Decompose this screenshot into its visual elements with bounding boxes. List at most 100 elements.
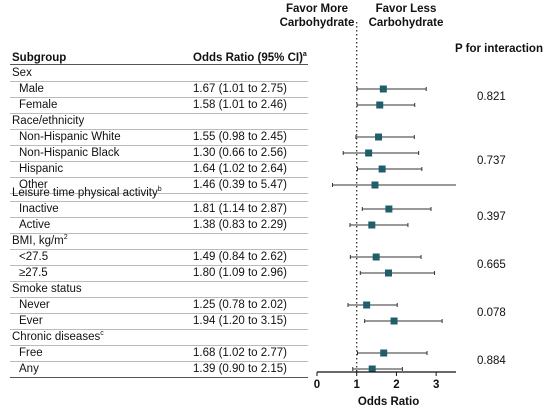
point-marker xyxy=(380,349,388,357)
group-label-text: Leisure time physical activity xyxy=(12,187,158,199)
group-label: BMI, kg/m2 xyxy=(12,234,68,248)
subgroup-row-label: Free xyxy=(19,347,43,359)
point-marker xyxy=(368,221,376,229)
subgroup-row-label: Inactive xyxy=(19,203,59,215)
point-marker xyxy=(363,301,371,309)
x-tick-label: 0 xyxy=(314,379,320,391)
favor-less-line1: Favor Less xyxy=(375,3,437,15)
point-marker xyxy=(384,269,392,277)
odds-ratio-value: 1.49 (0.84 to 2.62) xyxy=(193,251,287,263)
subgroup-row-label: <27.5 xyxy=(19,251,49,263)
subgroup-row-label: Hispanic xyxy=(19,163,64,175)
row-divider xyxy=(10,145,308,146)
p-interaction-value: 0.884 xyxy=(477,355,506,367)
row-divider xyxy=(10,297,308,298)
group-label-text: Chronic diseases xyxy=(12,331,101,343)
x-tick-label: 2 xyxy=(393,379,399,391)
group-divider xyxy=(10,113,308,114)
subgroup-row-label: Never xyxy=(19,299,50,311)
odds-ratio-value: 1.81 (1.14 to 2.87) xyxy=(193,203,287,215)
subgroup-row-label: Any xyxy=(19,363,39,375)
point-marker xyxy=(365,149,373,157)
odds-ratio-value: 1.25 (0.78 to 2.02) xyxy=(193,299,287,311)
odds-ratio-footnote: a xyxy=(302,51,307,59)
point-marker xyxy=(371,181,379,189)
row-divider xyxy=(10,313,308,314)
row-divider xyxy=(10,129,308,130)
odds-ratio-value: 1.94 (1.20 to 3.15) xyxy=(193,315,287,327)
subgroup-row-label: Female xyxy=(19,99,58,111)
subgroup-row-label: Ever xyxy=(19,315,43,327)
group-divider xyxy=(10,193,308,194)
row-divider xyxy=(10,177,308,178)
odds-ratio-header-text: Odds Ratio (95% CI) xyxy=(193,52,303,64)
favor-more-line1: Favor More xyxy=(286,3,348,15)
odds-ratio-value: 1.46 (0.39 to 5.47) xyxy=(193,179,287,191)
group-label: Chronic diseasesc xyxy=(12,330,104,344)
row-divider xyxy=(10,97,308,98)
row-divider xyxy=(10,265,308,266)
header-rule xyxy=(10,64,308,65)
point-marker xyxy=(368,365,376,373)
subgroup-row-label: Active xyxy=(19,219,51,231)
subgroup-row-label: Non-Hispanic Black xyxy=(19,147,120,159)
point-marker xyxy=(390,317,398,325)
group-label-sup: c xyxy=(100,330,104,338)
favor-more-header: Favor More Carbohydrate xyxy=(276,2,358,30)
p-interaction-value: 0.665 xyxy=(477,259,506,271)
p-interaction-header: P for interaction xyxy=(455,43,543,55)
point-marker xyxy=(375,133,383,141)
point-marker xyxy=(372,253,380,261)
group-divider xyxy=(10,329,308,330)
p-interaction-value: 0.821 xyxy=(477,91,506,103)
x-tick-label: 1 xyxy=(354,379,361,391)
row-divider xyxy=(10,361,308,362)
subgroup-header: Subgroup xyxy=(12,52,67,64)
row-divider xyxy=(10,201,308,202)
odds-ratio-value: 1.64 (1.02 to 2.64) xyxy=(193,163,287,175)
odds-ratio-value: 1.55 (0.98 to 2.45) xyxy=(193,131,287,143)
row-divider xyxy=(10,345,308,346)
point-marker xyxy=(378,165,386,173)
group-label-text: BMI, kg/m xyxy=(12,235,64,247)
x-tick-label: 3 xyxy=(433,379,439,391)
favor-more-line2: Carbohydrate xyxy=(279,17,355,29)
group-label-sup: b xyxy=(157,186,162,194)
odds-ratio-value: 1.58 (1.01 to 2.46) xyxy=(193,99,287,111)
group-label: Race/ethnicity xyxy=(12,114,84,128)
subgroup-row-label: Non-Hispanic White xyxy=(19,131,121,143)
p-interaction-value: 0.078 xyxy=(477,307,506,319)
odds-ratio-value: 1.80 (1.09 to 2.96) xyxy=(193,267,287,279)
subgroup-row-label: ≥27.5 xyxy=(19,267,48,279)
row-divider xyxy=(10,161,308,162)
subgroup-row-label: Other xyxy=(19,179,48,191)
favor-less-line2: Carbohydrate xyxy=(368,17,444,29)
point-marker xyxy=(385,205,393,213)
table-bottom-rule xyxy=(10,377,308,378)
odds-ratio-value: 1.38 (0.83 to 2.29) xyxy=(193,219,287,231)
group-divider xyxy=(10,233,308,234)
group-label: Smoke status xyxy=(12,282,82,296)
row-divider xyxy=(10,217,308,218)
group-label: Sex xyxy=(12,66,32,80)
favor-less-header: Favor Less Carbohydrate xyxy=(360,2,452,30)
p-interaction-value: 0.397 xyxy=(477,211,506,223)
subgroup-row-label: Male xyxy=(19,83,44,95)
odds-ratio-value: 1.30 (0.66 to 2.56) xyxy=(193,147,287,159)
point-marker xyxy=(379,85,387,93)
point-marker xyxy=(376,101,384,109)
group-divider xyxy=(10,281,308,282)
group-label-sup: 2 xyxy=(63,234,68,242)
odds-ratio-value: 1.68 (1.02 to 2.77) xyxy=(193,347,287,359)
row-divider xyxy=(10,249,308,250)
x-axis-title: Odds Ratio xyxy=(358,396,419,408)
p-interaction-value: 0.737 xyxy=(477,155,506,167)
group-label-text: Smoke status xyxy=(12,283,82,295)
odds-ratio-value: 1.39 (0.90 to 2.15) xyxy=(193,363,287,375)
odds-ratio-header: Odds Ratio (95% CI)a xyxy=(193,51,307,65)
group-label: Leisure time physical activityb xyxy=(12,186,162,200)
group-label-text: Race/ethnicity xyxy=(12,115,85,127)
group-label-text: Sex xyxy=(12,67,32,79)
row-divider xyxy=(10,81,308,82)
